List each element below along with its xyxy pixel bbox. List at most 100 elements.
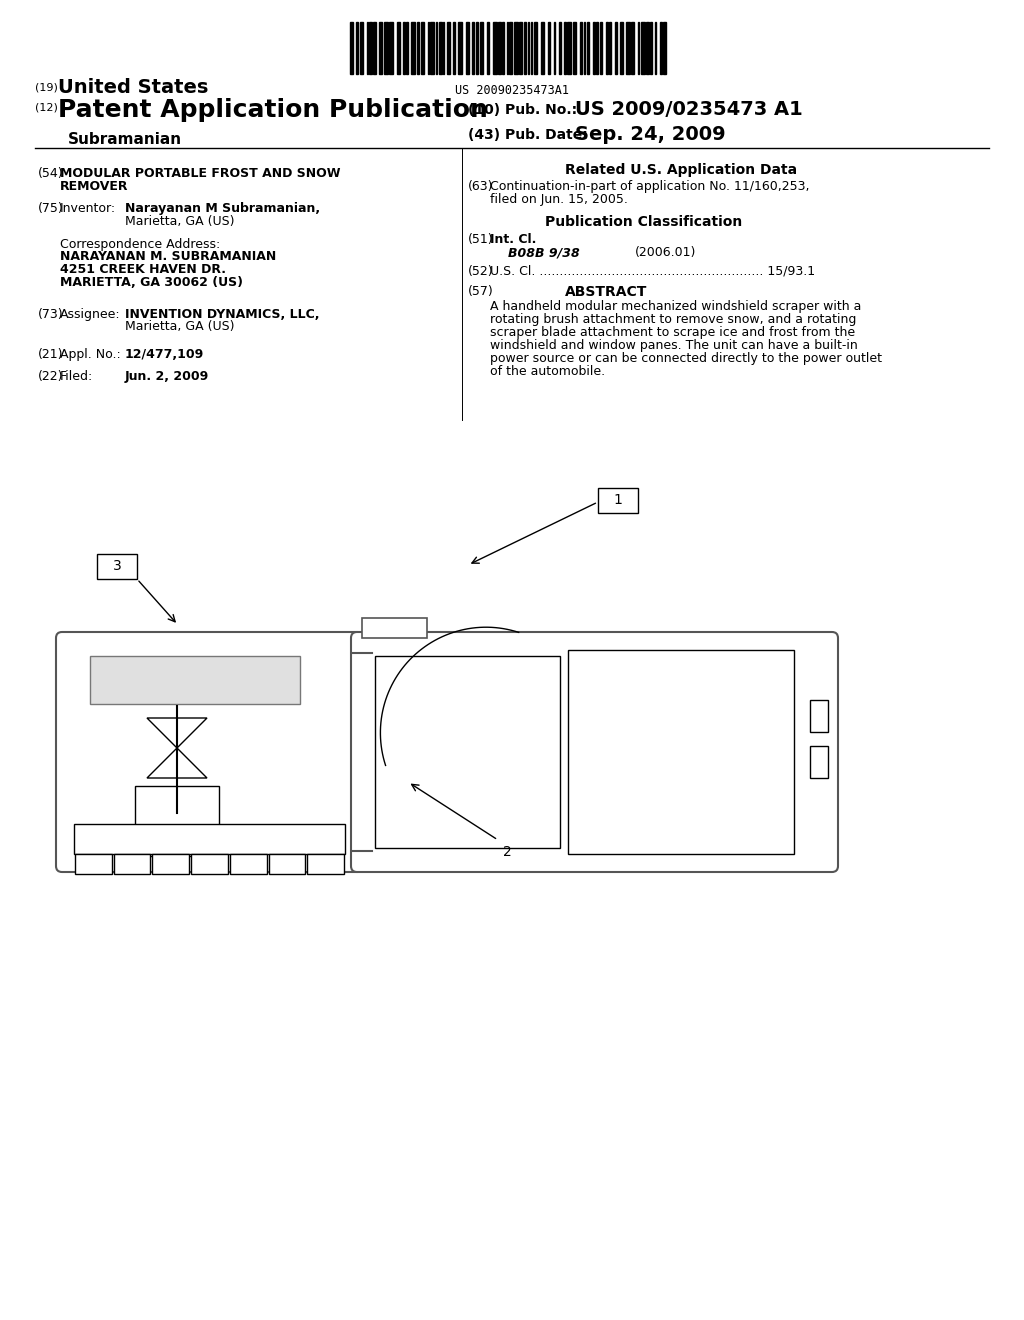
Bar xyxy=(638,22,639,74)
Text: Publication Classification: Publication Classification xyxy=(545,215,742,228)
Bar xyxy=(417,22,419,74)
Bar xyxy=(384,22,388,74)
Bar xyxy=(641,22,644,74)
Bar xyxy=(191,854,228,874)
Bar xyxy=(135,785,219,855)
Text: MARIETTA, GA 30062 (US): MARIETTA, GA 30062 (US) xyxy=(60,276,243,289)
Bar xyxy=(559,22,561,74)
Text: (2006.01): (2006.01) xyxy=(635,246,696,259)
Text: MODULAR PORTABLE FROST AND SNOW: MODULAR PORTABLE FROST AND SNOW xyxy=(60,168,341,180)
Bar xyxy=(453,22,455,74)
Bar xyxy=(458,22,462,74)
Bar xyxy=(369,22,372,74)
Bar xyxy=(600,22,602,74)
Bar xyxy=(356,22,357,74)
Text: REMOVER: REMOVER xyxy=(60,180,128,193)
Bar xyxy=(568,649,794,854)
Bar xyxy=(90,656,300,704)
Text: (22): (22) xyxy=(38,370,63,383)
Bar xyxy=(509,22,512,74)
Text: B08B 9/38: B08B 9/38 xyxy=(508,246,580,259)
Text: 4251 CREEK HAVEN DR.: 4251 CREEK HAVEN DR. xyxy=(60,263,226,276)
Bar xyxy=(507,22,508,74)
Bar xyxy=(493,22,497,74)
Text: 2: 2 xyxy=(503,846,511,859)
Text: 12/477,109: 12/477,109 xyxy=(125,348,204,360)
Bar xyxy=(396,22,400,74)
Bar xyxy=(229,854,266,874)
Bar xyxy=(443,22,444,74)
Bar xyxy=(541,22,544,74)
Bar xyxy=(480,22,483,74)
Bar xyxy=(548,22,550,74)
Text: scraper blade attachment to scrape ice and frost from the: scraper blade attachment to scrape ice a… xyxy=(490,326,855,339)
Text: Int. Cl.: Int. Cl. xyxy=(490,234,537,246)
FancyBboxPatch shape xyxy=(351,632,838,873)
Bar xyxy=(367,22,368,74)
Bar xyxy=(572,22,577,74)
Bar xyxy=(659,22,662,74)
Text: NARAYANAN M. SUBRAMANIAN: NARAYANAN M. SUBRAMANIAN xyxy=(60,249,276,263)
Bar xyxy=(588,22,589,74)
Text: Continuation-in-part of application No. 11/160,253,: Continuation-in-part of application No. … xyxy=(490,180,810,193)
Bar xyxy=(580,22,582,74)
Bar xyxy=(466,22,469,74)
Bar xyxy=(74,824,345,854)
Bar xyxy=(350,22,352,74)
Text: (57): (57) xyxy=(468,285,494,298)
Text: 1: 1 xyxy=(613,494,623,507)
Text: Correspondence Address:: Correspondence Address: xyxy=(60,238,220,251)
Bar xyxy=(514,22,517,74)
Bar xyxy=(438,22,442,74)
Bar xyxy=(486,22,489,74)
Bar xyxy=(650,22,652,74)
Bar xyxy=(810,700,828,733)
Text: INVENTION DYNAMICS, LLC,: INVENTION DYNAMICS, LLC, xyxy=(125,308,319,321)
Text: Sep. 24, 2009: Sep. 24, 2009 xyxy=(575,125,726,144)
Text: (12): (12) xyxy=(35,103,58,114)
Bar xyxy=(626,22,630,74)
Text: Narayanan M Subramanian,: Narayanan M Subramanian, xyxy=(125,202,321,215)
Bar xyxy=(153,854,189,874)
Bar xyxy=(389,22,393,74)
Bar xyxy=(362,618,427,638)
Bar xyxy=(606,22,607,74)
Bar xyxy=(655,22,656,74)
Bar xyxy=(810,746,828,777)
Bar xyxy=(307,854,344,874)
Bar xyxy=(435,22,437,74)
Text: Marietta, GA (US): Marietta, GA (US) xyxy=(125,215,234,228)
Bar xyxy=(564,22,566,74)
Bar xyxy=(663,22,667,74)
Polygon shape xyxy=(147,748,207,777)
Bar xyxy=(567,22,570,74)
Text: Assignee:: Assignee: xyxy=(60,308,121,321)
Bar xyxy=(412,22,415,74)
Text: Filed:: Filed: xyxy=(60,370,93,383)
Text: power source or can be connected directly to the power outlet: power source or can be connected directl… xyxy=(490,352,882,366)
Bar xyxy=(472,22,474,74)
Text: A handheld modular mechanized windshield scraper with a: A handheld modular mechanized windshield… xyxy=(490,300,861,313)
Text: (51): (51) xyxy=(468,234,494,246)
Bar xyxy=(632,22,634,74)
Bar xyxy=(593,22,595,74)
Text: (10) Pub. No.:: (10) Pub. No.: xyxy=(468,103,578,117)
Bar xyxy=(620,22,624,74)
FancyBboxPatch shape xyxy=(56,632,362,873)
Text: US 20090235473A1: US 20090235473A1 xyxy=(455,84,569,96)
Bar xyxy=(114,854,151,874)
Text: windshield and window panes. The unit can have a built-in: windshield and window panes. The unit ca… xyxy=(490,339,858,352)
Text: (54): (54) xyxy=(38,168,63,180)
Bar xyxy=(596,22,598,74)
Text: Subramanian: Subramanian xyxy=(68,132,182,147)
Text: (75): (75) xyxy=(38,202,63,215)
Bar xyxy=(598,488,638,513)
Bar xyxy=(615,22,616,74)
Text: US 2009/0235473 A1: US 2009/0235473 A1 xyxy=(575,100,803,119)
Bar xyxy=(554,22,555,74)
Text: rotating brush attachment to remove snow, and a rotating: rotating brush attachment to remove snow… xyxy=(490,313,856,326)
Bar xyxy=(475,22,478,74)
Bar xyxy=(498,22,501,74)
Text: 3: 3 xyxy=(113,560,122,573)
Bar xyxy=(528,22,529,74)
